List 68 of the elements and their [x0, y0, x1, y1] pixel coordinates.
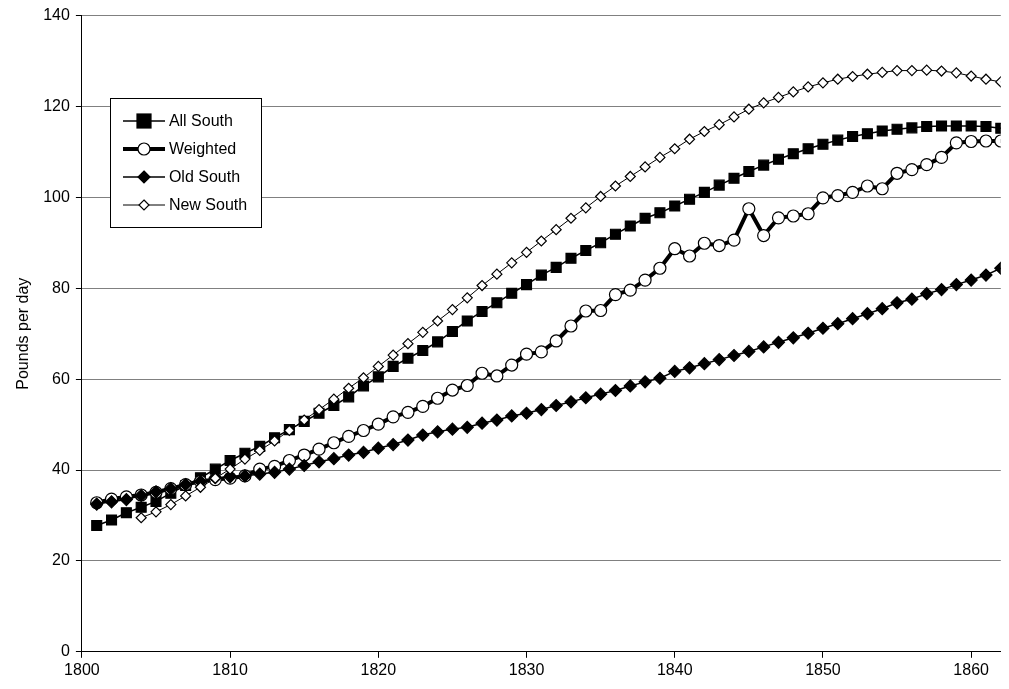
- point: [150, 506, 162, 518]
- point: [476, 279, 488, 292]
- legend-label: Weighted: [168, 139, 237, 158]
- point: [624, 170, 636, 183]
- point: [165, 498, 177, 511]
- point: [135, 512, 147, 524]
- point: [387, 349, 399, 361]
- point: [550, 224, 562, 236]
- point: [595, 190, 607, 203]
- y-tick-label: 140: [43, 6, 70, 24]
- point: [965, 70, 977, 82]
- point: [935, 65, 948, 77]
- point: [846, 70, 859, 83]
- point: [654, 151, 666, 163]
- point: [876, 66, 888, 78]
- point: [772, 91, 785, 103]
- point: [861, 68, 874, 80]
- point: [669, 143, 681, 155]
- x-tick-label: 1850: [805, 660, 841, 678]
- point: [580, 202, 592, 214]
- x-tick-label: 1830: [508, 660, 545, 678]
- point: [921, 64, 933, 76]
- point: [832, 73, 844, 85]
- point: [713, 119, 725, 131]
- point: [609, 180, 622, 192]
- point: [639, 161, 651, 173]
- point: [372, 360, 384, 373]
- point: [787, 86, 799, 98]
- point: [432, 315, 444, 327]
- point: [698, 125, 710, 138]
- point: [802, 81, 814, 93]
- point: [520, 246, 533, 258]
- y-tick-label: 0: [60, 642, 70, 660]
- y-tick-label: 20: [52, 551, 70, 569]
- point: [980, 73, 992, 85]
- point: [891, 64, 903, 77]
- legend-label: New South: [168, 195, 248, 214]
- y-tick-label: 80: [52, 278, 70, 296]
- point: [461, 292, 473, 304]
- legend-label: Old South: [168, 167, 241, 186]
- point: [758, 97, 770, 109]
- x-tick-label: 1840: [656, 660, 693, 678]
- point: [180, 490, 192, 502]
- point: [446, 304, 459, 316]
- x-tick-label: 1820: [360, 660, 397, 678]
- point: [328, 393, 340, 405]
- point: [950, 67, 962, 79]
- point: [343, 382, 355, 394]
- point: [817, 77, 829, 89]
- point: [565, 212, 577, 224]
- y-tick-label: 40: [52, 460, 70, 478]
- point: [906, 64, 918, 77]
- x-tick-label: 1800: [64, 660, 100, 678]
- y-tick-label: 100: [43, 187, 70, 205]
- point: [683, 133, 696, 145]
- point: [728, 111, 740, 123]
- y-axis-title: Pounds per day: [14, 277, 32, 390]
- point: [743, 103, 755, 115]
- y-tick-label: 120: [43, 96, 70, 114]
- point: [491, 268, 503, 280]
- x-tick-label: 1810: [212, 660, 248, 678]
- point: [417, 326, 429, 338]
- legend-label: All South: [168, 111, 233, 130]
- point: [402, 338, 414, 350]
- x-tick-label: 1860: [953, 660, 990, 678]
- y-tick-label: 60: [52, 369, 70, 387]
- point: [506, 257, 518, 269]
- point: [535, 235, 547, 247]
